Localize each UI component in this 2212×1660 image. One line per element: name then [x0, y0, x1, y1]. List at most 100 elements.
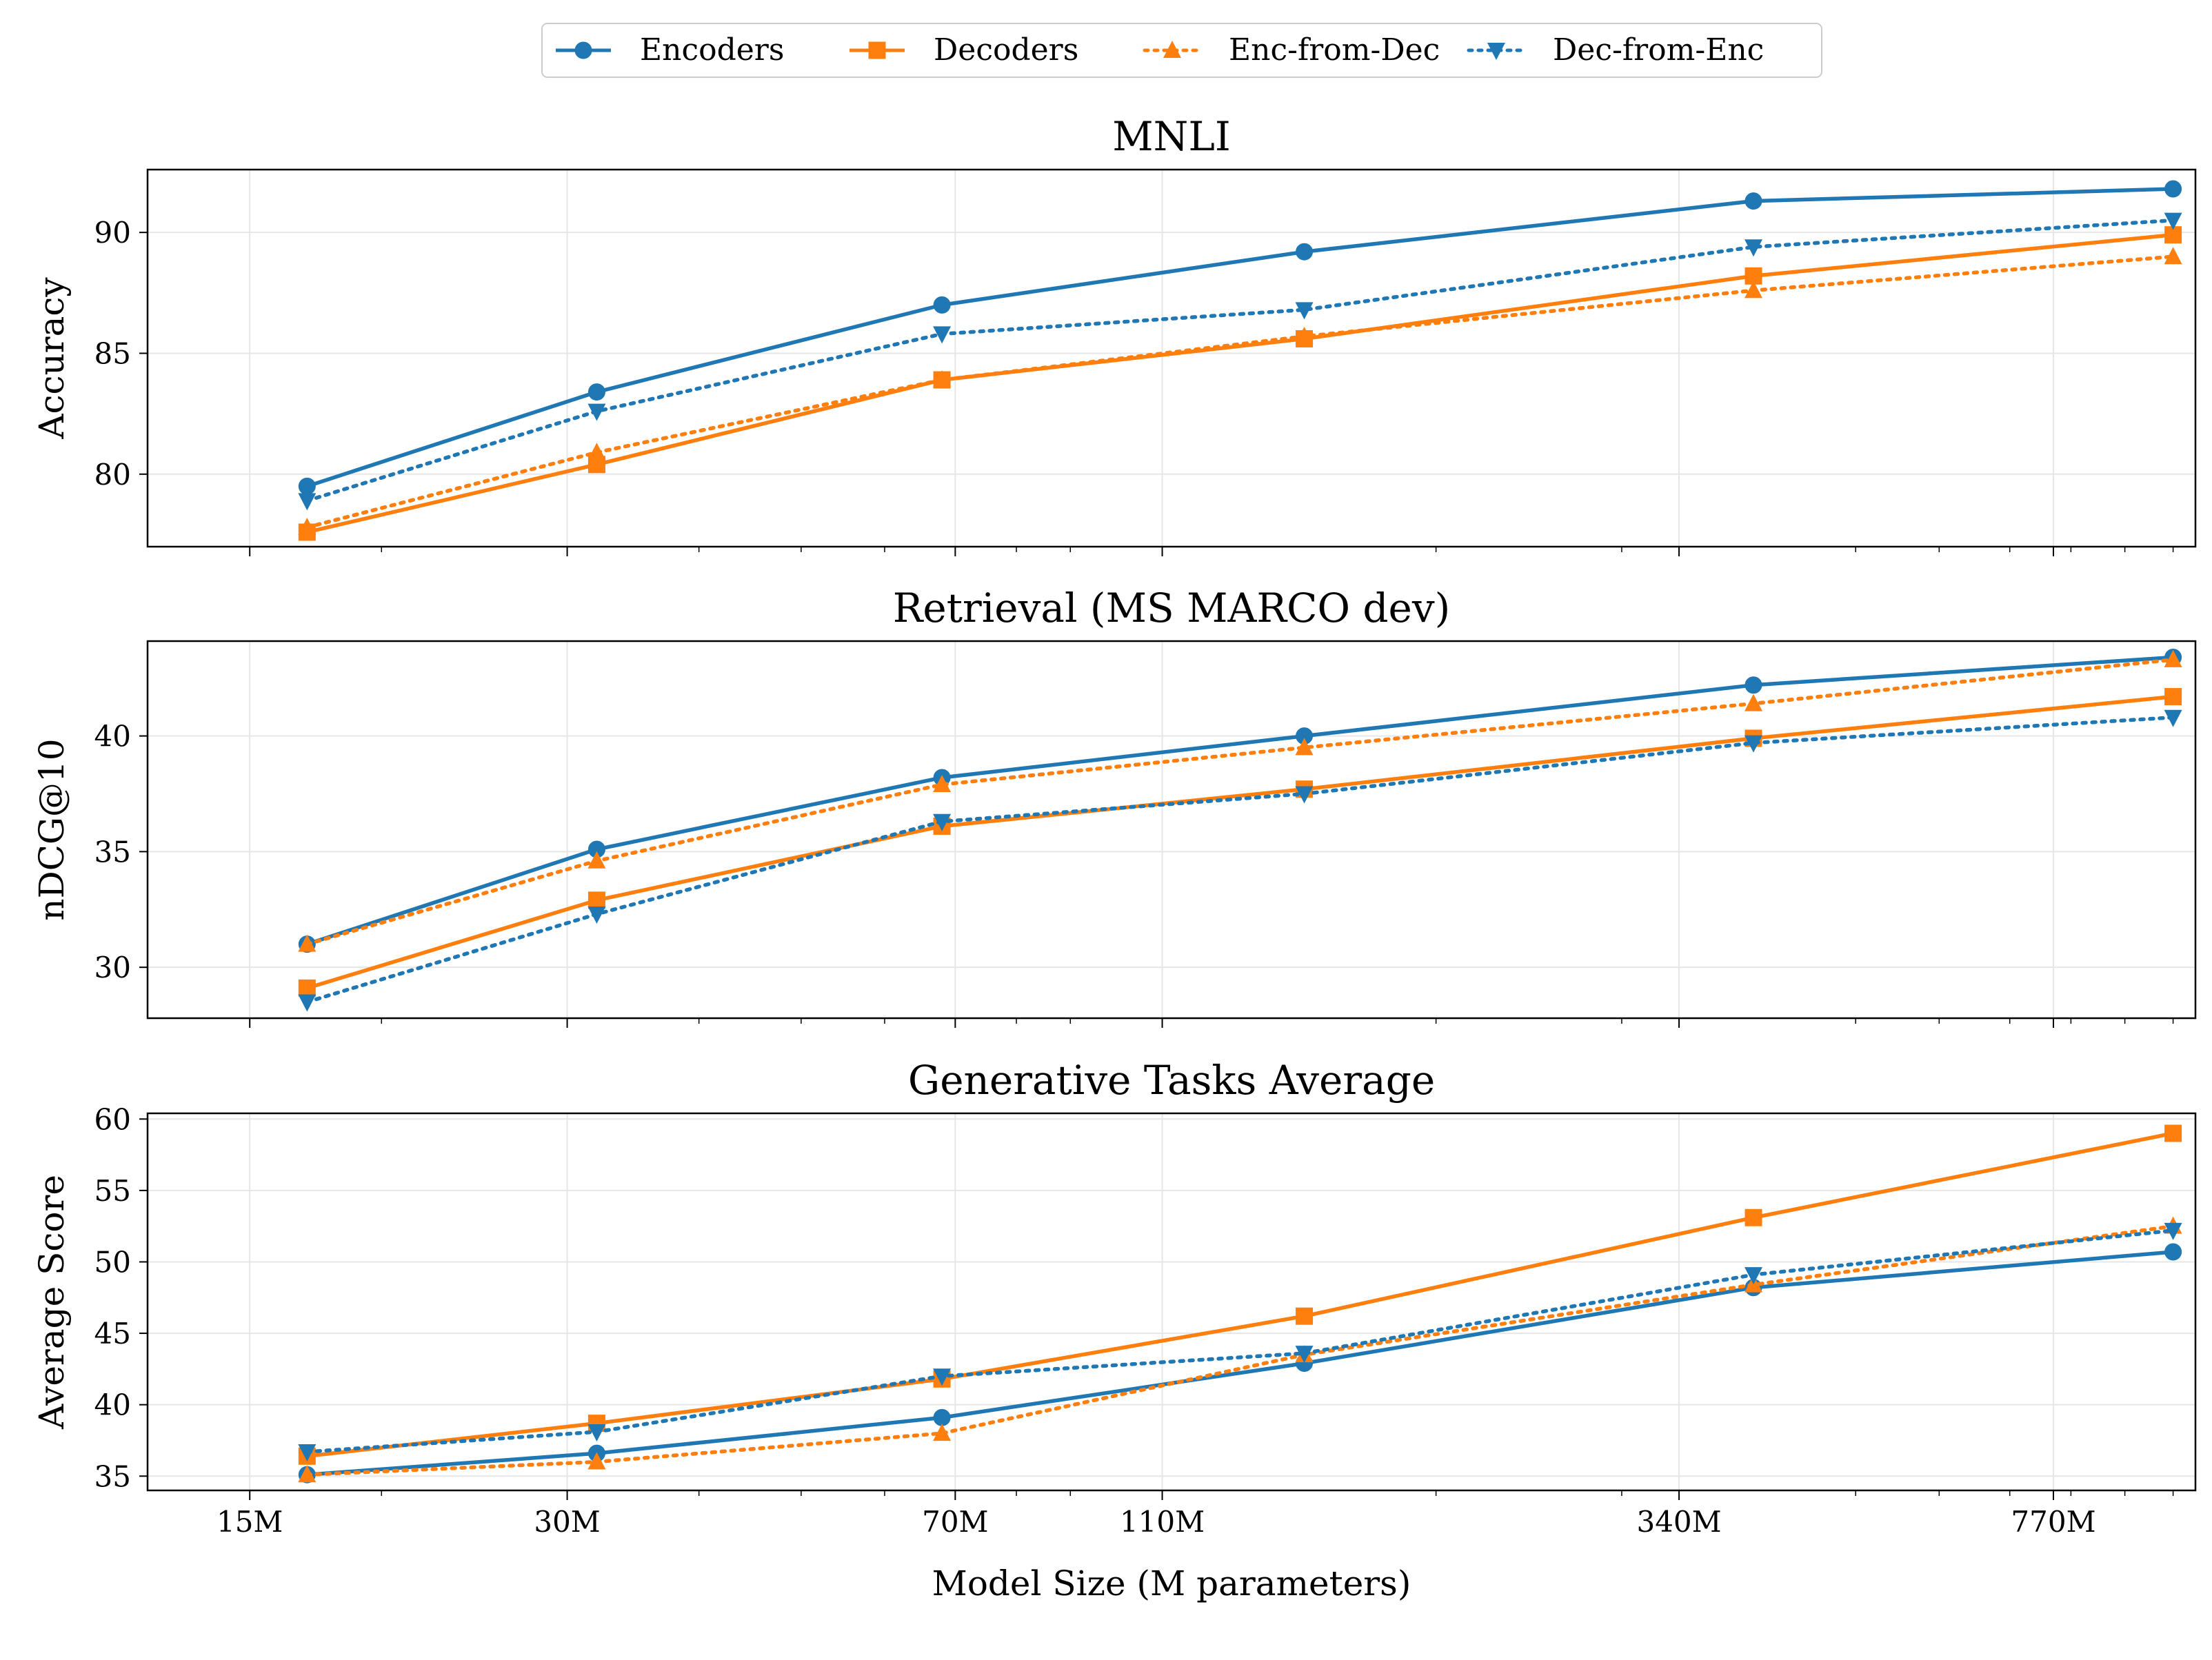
series-decoders: [298, 226, 2182, 541]
data-point: [933, 813, 952, 831]
series-dec-from-enc: [298, 709, 2182, 1012]
legend-marker-triangle-down: [1487, 43, 1505, 60]
data-point: [587, 1424, 606, 1442]
data-point: [933, 1408, 951, 1426]
data-point: [1295, 786, 1314, 804]
legend-label: Decoders: [934, 32, 1078, 68]
data-point: [587, 443, 606, 460]
data-point: [298, 1465, 316, 1483]
data-point: [1296, 1307, 1314, 1325]
data-point: [2164, 688, 2182, 706]
data-point: [298, 934, 316, 952]
data-point: [2164, 1124, 2182, 1142]
data-point: [933, 1368, 952, 1386]
data-point: [2164, 180, 2182, 198]
data-point: [2164, 1243, 2182, 1261]
series-line: [305, 1224, 2175, 1477]
data-point: [1295, 738, 1314, 756]
data-point: [1745, 192, 1762, 210]
data-point: [298, 477, 316, 495]
data-point: [1745, 676, 1762, 694]
series-line: [307, 1131, 2174, 1459]
series-encoders: [298, 1243, 2182, 1484]
series-group: [298, 648, 2182, 1012]
data-point: [1745, 735, 1763, 753]
series-dec-from-enc: [298, 212, 2182, 511]
y-tick-label: 50: [94, 1245, 131, 1279]
x-tick-label: 30M: [534, 1505, 600, 1539]
data-point: [1295, 302, 1314, 320]
panel-retrieval-ms-marco-dev: Retrieval (MS MARCO dev) 30 35 40 nDCG@10: [32, 585, 2197, 1028]
data-point: [2164, 247, 2182, 265]
data-point: [298, 517, 316, 535]
data-point: [933, 775, 952, 793]
data-point: [2164, 1222, 2182, 1240]
data-point: [2164, 212, 2182, 230]
y-tick-label: 90: [94, 216, 131, 250]
data-point: [2164, 649, 2182, 667]
legend-label: Encoders: [640, 32, 784, 68]
series-group: [298, 1124, 2182, 1484]
legend-item-enc-from-dec: Enc-from-Dec: [1143, 32, 1440, 68]
data-point: [587, 851, 606, 869]
legend-label: Dec-from-Enc: [1553, 32, 1764, 68]
data-point: [1745, 694, 1763, 711]
axes-frame: [146, 168, 2197, 548]
x-tick-label: 15M: [217, 1505, 283, 1539]
data-point: [298, 979, 316, 997]
axes-frame: [146, 640, 2197, 1020]
x-tick-label: 110M: [1120, 1505, 1205, 1539]
legend-item-decoders: Decoders: [849, 32, 1078, 68]
series-line: [306, 694, 2173, 991]
y-axis-label: Average Score: [32, 1175, 72, 1430]
series-line: [307, 1250, 2173, 1477]
series-line: [305, 254, 2175, 529]
panel-title: Retrieval (MS MARCO dev): [893, 585, 1451, 631]
y-axis-label: Accuracy: [32, 277, 72, 440]
series-line: [306, 187, 2173, 488]
legend-item-dec-from-enc: Dec-from-Enc: [1467, 32, 1764, 68]
data-point: [1295, 326, 1314, 344]
series-line: [306, 232, 2173, 534]
x-tick-label: 340M: [1636, 1505, 1721, 1539]
series-line: [305, 218, 2175, 503]
panel-generative-tasks-average: Generative Tasks Average 35 40 45 50 55 60 Aver…: [32, 1057, 2197, 1603]
y-tick-label: 40: [94, 720, 131, 753]
data-point: [587, 383, 605, 401]
y-tick-label: 85: [94, 336, 131, 370]
axes-frame: [146, 1112, 2197, 1492]
series-encoders: [298, 648, 2182, 953]
y-tick-label: 55: [94, 1174, 131, 1208]
y-tick-label: 60: [94, 1102, 131, 1136]
series-enc-from-dec: [298, 1216, 2182, 1483]
data-point: [587, 1452, 606, 1470]
x-tick-label: 770M: [2011, 1505, 2095, 1539]
data-point: [587, 891, 605, 909]
data-point: [2164, 709, 2182, 727]
data-point: [933, 370, 952, 388]
data-point: [1745, 1208, 1762, 1226]
data-point: [298, 994, 316, 1012]
series-line: [305, 658, 2175, 947]
data-point: [298, 493, 316, 511]
data-point: [1295, 1346, 1314, 1364]
y-tick-label: 40: [94, 1388, 131, 1422]
y-tick-label: 35: [94, 1459, 131, 1493]
data-point: [1745, 1267, 1763, 1285]
series-dec-from-enc: [298, 1222, 2182, 1462]
data-point: [933, 1424, 952, 1441]
data-point: [587, 403, 606, 421]
series-line: [305, 1228, 2175, 1454]
legend-marker-circle: [574, 41, 592, 59]
x-axis-label: Model Size (M parameters): [932, 1563, 1411, 1603]
series-encoders: [298, 180, 2182, 495]
panel-title: MNLI: [1112, 113, 1231, 160]
y-tick-label: 45: [94, 1317, 131, 1350]
legend-item-encoders: Encoders: [556, 32, 784, 68]
series-line: [305, 715, 2175, 1004]
data-point: [933, 326, 952, 344]
y-axis-label: nDCG@10: [32, 738, 72, 920]
panel-title: Generative Tasks Average: [908, 1057, 1435, 1104]
x-tick-label: 70M: [922, 1505, 988, 1539]
